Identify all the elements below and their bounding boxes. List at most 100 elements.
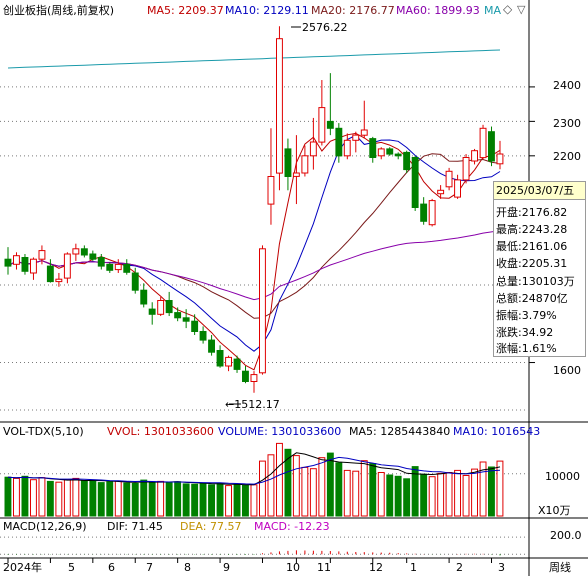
info-row-change: 涨跌:34.92 [496,326,553,339]
volume-bar [131,483,139,517]
info-amplitude-label: 振幅: [496,309,522,322]
candle-body [267,176,275,205]
info-high-label: 最高: [496,223,522,236]
volume-bar [454,469,462,517]
candle-body [89,253,97,260]
info-open-label: 开盘: [496,206,522,219]
volume-vvol: VVOL: 1301033600 [107,425,214,438]
candle-body [352,134,360,141]
long-ma-line [7,49,501,69]
volume-bar [284,448,292,517]
info-row-high: 最高:2243.28 [496,223,567,236]
info-change-value: 34.92 [521,326,554,339]
info-amplitude-value: 3.79% [521,309,557,322]
volume-bar [420,473,428,517]
volume-bar [165,481,173,517]
volume-indicator-title[interactable]: VOL-TDX(5,10) [3,425,84,438]
info-low-label: 最低: [496,240,522,253]
time-label-5: 5 [68,561,75,574]
volume-bar [123,482,131,517]
candle-body [360,129,368,136]
time-label-10: 10 [286,561,300,574]
volume-ma5: MA5: 1285443840 [349,425,451,438]
info-amount-label: 总额: [496,292,522,305]
info-change-pct-value: 1.61% [521,342,557,355]
candle-body [174,312,182,319]
volume-bar [242,484,249,517]
candle-body [301,155,309,174]
volume-bar [13,477,20,517]
volume-bar [233,483,241,517]
time-label-1: 1 [410,561,417,574]
candle-body [386,148,394,155]
volume-bar [21,475,29,517]
header-ma10: MA10: 2129.11 [225,4,309,17]
header-ma60: MA60: 1899.93 [396,4,480,17]
volume-bar [259,460,266,517]
volume-tick-10000: 10000 [545,470,580,483]
candle-body [242,370,249,383]
volume-bar [343,469,351,517]
volume-bar [89,480,97,517]
candle-body [106,263,114,271]
diamond-icon[interactable]: ◇ [503,2,513,16]
info-low-value: 2161.06 [521,240,568,253]
candle-body [80,248,88,256]
candle-body [13,255,20,265]
price-tick-2400: 2400 [553,79,581,92]
volume-bar [148,482,156,517]
volume-bars[interactable] [4,442,504,517]
volume-unit-label: X10万 [538,504,571,517]
candle-body [471,150,479,162]
volume-bar [157,480,165,517]
time-label-6: 6 [108,561,115,574]
low-price-value: 1512.17 [234,398,280,411]
candle-body [462,157,470,181]
candle-body [165,300,173,314]
candle-body [428,200,436,226]
candle-body [21,257,29,272]
time-label-7: 7 [146,561,153,574]
macd-indicator-title[interactable]: MACD(12,26,9) [3,520,87,533]
time-label-11: 11 [317,561,331,574]
ma60-line [7,230,501,301]
volume-bar [309,468,317,517]
volume-ma10-line [7,456,501,485]
volume-value: VOLUME: 1301033600 [218,425,342,438]
info-close-label: 收盘: [496,257,522,270]
volume-bar [403,478,411,517]
candle-body [326,120,334,129]
volume-bar [352,470,360,517]
candle-body [343,139,351,157]
header-ma-more: MA [484,4,502,17]
info-volume-value: 130103万 [521,275,575,288]
period-selector[interactable]: 周线 [549,561,571,574]
volume-bar [174,481,182,517]
candle-body [437,189,445,195]
candle-body [55,278,63,283]
index-title: 创业板指(周线,前复权) [3,4,115,17]
candle-body [123,263,131,273]
volume-bar [106,481,114,517]
candle-body [72,248,80,255]
low-arrow-icon: ← [225,398,235,411]
macd-histogram[interactable] [7,550,501,556]
volume-bar [445,472,453,517]
info-row-amplitude: 振幅:3.79% [496,309,557,322]
candle-body [131,272,139,291]
axis-ticks [7,558,493,563]
volume-bar [208,484,216,517]
candle-body [38,250,46,260]
settings-toggle-icon[interactable]: ▽ [517,3,526,16]
candle-body [403,151,411,171]
candlestick-series[interactable] [4,26,504,393]
volume-bar [462,475,470,517]
candle-body [199,331,207,341]
price-tick-2200: 2200 [553,150,581,163]
candle-body [335,127,343,157]
volume-bar [360,460,368,517]
volume-bar [140,479,148,517]
candle-body [225,356,233,367]
